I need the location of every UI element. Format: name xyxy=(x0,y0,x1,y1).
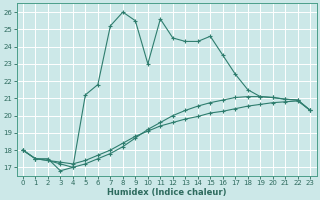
X-axis label: Humidex (Indice chaleur): Humidex (Indice chaleur) xyxy=(107,188,226,197)
